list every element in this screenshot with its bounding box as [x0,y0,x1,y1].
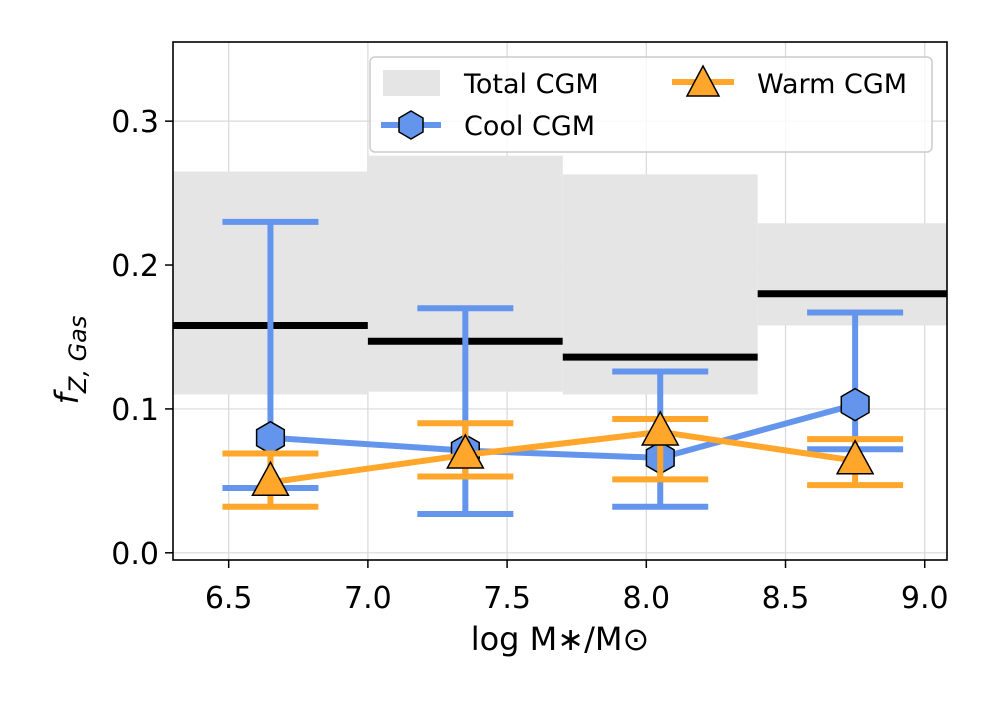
y-tick-label: 0.2 [111,249,159,284]
legend-marker-warm-cgm [685,64,721,97]
y-tick-label: 0.0 [111,537,159,572]
warm-cgm-series [222,410,904,510]
y-axis-label: fZ, Gas [48,316,92,405]
cool-cgm-line [270,401,856,461]
cool-cgm-marker [840,387,870,422]
x-tick-label: 9.0 [901,581,949,616]
x-tick-label: 7.5 [483,581,531,616]
plot-frame [172,41,948,561]
total-cgm-bands [173,155,947,395]
series-layer [222,218,904,517]
x-tick-label: 7.0 [344,581,392,616]
legend-swatch-total-cgm [383,70,440,96]
total-cgm-band [562,174,758,395]
x-axis-label: log M∗/M⊙ [471,620,650,658]
legend-frame [369,56,933,153]
y-axis-label-sub: Z, Gas [64,316,92,395]
warm-cgm-line [270,428,856,486]
legend-label-cool-cgm: Cool CGM [464,111,595,142]
legend-marker-cool-cgm [398,110,424,140]
cool-cgm-marker [255,420,286,455]
total-cgm-band [757,223,947,326]
warm-cgm-marker [640,410,680,446]
y-tick-label: 0.1 [111,393,159,428]
x-tick-label: 6.5 [205,581,253,616]
ticks: 6.5 7.0 7.5 8.0 8.5 9.0 0.0 0.1 0.2 0.3 [111,105,948,616]
legend-label-total-cgm: Total CGM [463,69,599,100]
legend-label-warm-cgm: Warm CGM [757,69,907,100]
y-tick-label: 0.3 [111,105,159,140]
warm-cgm-marker [446,433,485,469]
warm-cgm-marker [251,460,290,497]
legend: Total CGM Cool CGM Warm CGM [369,56,933,153]
warm-cgm-marker [835,439,875,475]
x-tick-label: 8.5 [762,581,810,616]
x-tick-label: 8.0 [622,581,670,616]
